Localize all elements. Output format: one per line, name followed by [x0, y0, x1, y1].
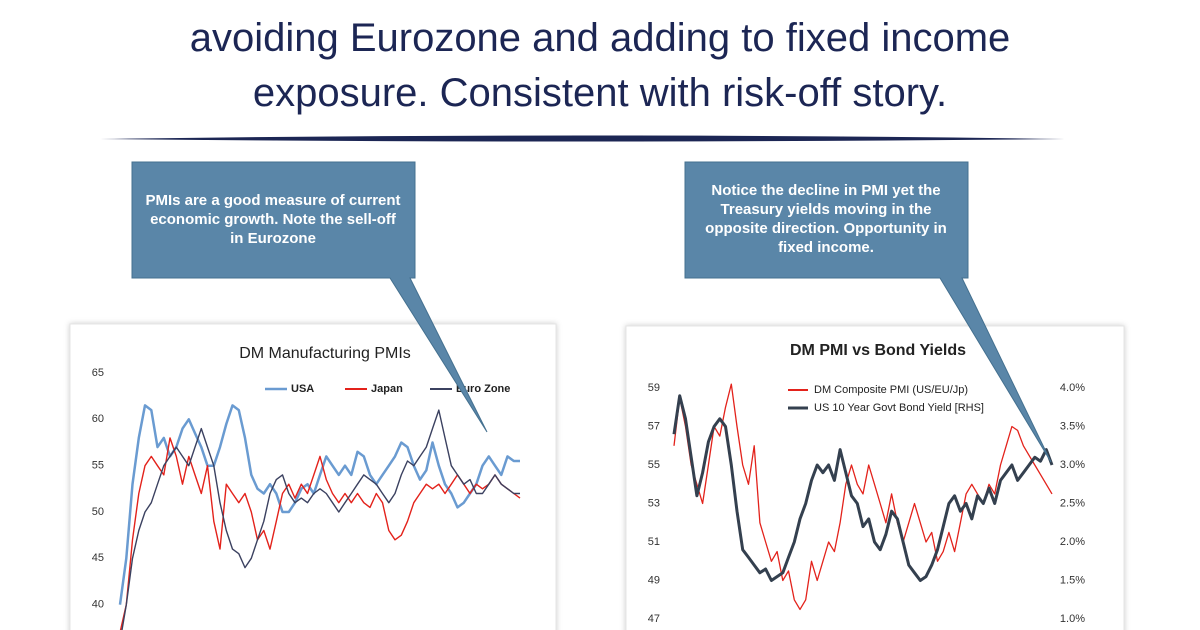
- data-line: [121, 409, 520, 630]
- headline: exposure. Consistent with risk-off story…: [252, 71, 948, 115]
- y-tick-label: 53: [648, 497, 660, 509]
- chart-panel: [625, 325, 1125, 630]
- y-tick-label: 55: [648, 459, 660, 471]
- data-line: [118, 404, 520, 605]
- y-tick-label: 49: [648, 574, 660, 586]
- y2-tick-label: 3.5%: [1060, 420, 1085, 432]
- y2-tick-label: 1.5%: [1060, 574, 1085, 586]
- y2-tick-label: 2.5%: [1060, 497, 1085, 509]
- y-tick-label: 50: [92, 506, 104, 518]
- data-line: [119, 437, 521, 630]
- data-line: [673, 383, 1053, 611]
- callout-text: PMIs are a good measure of current econo…: [145, 192, 401, 247]
- legend-label: Japan: [371, 383, 403, 395]
- callout-box: [684, 161, 1052, 463]
- y-tick-label: 47: [648, 613, 660, 625]
- y-tick-label: 51: [648, 536, 660, 548]
- y-tick-label: 55: [92, 460, 104, 472]
- legend-label: USA: [291, 383, 314, 395]
- y2-tick-label: 3.0%: [1060, 459, 1085, 471]
- y-tick-label: 65: [92, 367, 104, 379]
- legend-label: Euro Zone: [456, 383, 510, 395]
- chart-title: DM PMI vs Bond Yields: [790, 342, 966, 359]
- legend-label: US 10 Year Govt Bond Yield [RHS]: [814, 402, 984, 414]
- charts: DM Manufacturing PMIs 40 45 50 55 60 65 USA Japa…: [92, 342, 1085, 630]
- headline: avoiding Eurozone and adding to fixed in…: [189, 16, 1011, 60]
- callout-text: Notice the decline in PMI yet the Treasu…: [705, 182, 947, 256]
- chart-title: DM Manufacturing PMIs: [239, 345, 411, 362]
- y-tick-label: 57: [648, 420, 660, 432]
- legend-label: DM Composite PMI (US/EU/Jp): [814, 384, 968, 396]
- data-line: [672, 394, 1054, 582]
- divider: [100, 135, 1065, 142]
- y-tick-label: 59: [648, 382, 660, 394]
- y-tick-label: 45: [92, 552, 104, 564]
- y2-tick-label: 4.0%: [1060, 382, 1085, 394]
- y-tick-label: 60: [92, 413, 104, 425]
- callout-box: [131, 161, 488, 433]
- y2-tick-label: 1.0%: [1060, 613, 1085, 625]
- y-tick-label: 40: [92, 599, 104, 611]
- y2-tick-label: 2.0%: [1060, 536, 1085, 548]
